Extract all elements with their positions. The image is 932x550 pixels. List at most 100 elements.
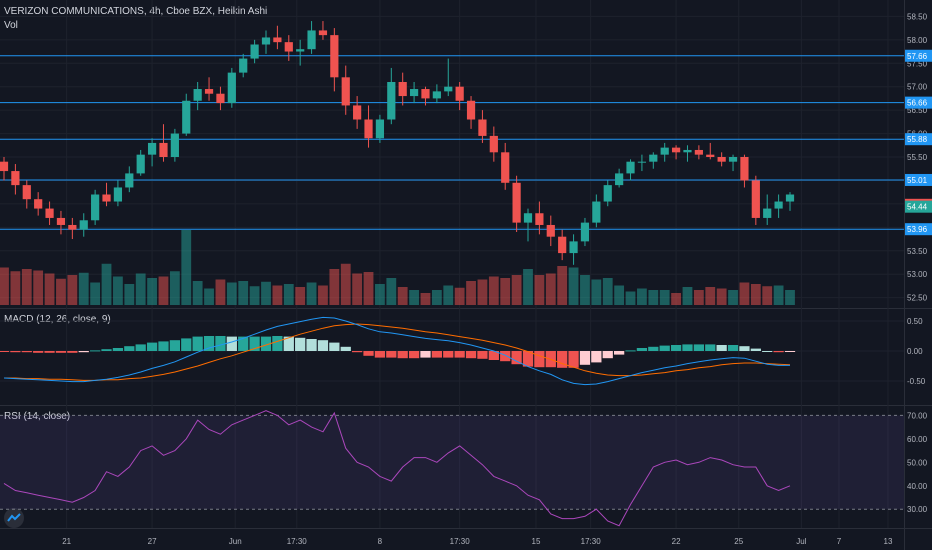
candle-body [751, 180, 760, 218]
volume-bar [340, 263, 351, 305]
candle-body [728, 157, 738, 162]
volume-bar [762, 286, 773, 305]
rsi-tick-label: 50.00 [907, 458, 928, 467]
macd-histogram-bar [329, 342, 340, 351]
price-tick-label: 57.00 [907, 83, 928, 92]
macd-histogram-bar [727, 345, 739, 351]
candle-body [489, 135, 498, 153]
interval-label[interactable]: 4h [149, 6, 161, 17]
volume-bar [78, 272, 89, 305]
candle-body [660, 147, 669, 155]
volume-bar [568, 267, 579, 305]
rsi-tick-label: 60.00 [907, 435, 928, 444]
candle-body [204, 89, 214, 94]
volume-bar [716, 288, 727, 305]
candle-body [170, 133, 179, 157]
volume-bar [192, 281, 203, 305]
candle-body [455, 86, 464, 101]
candle-body [580, 222, 590, 242]
volume-bar [124, 284, 135, 305]
candle-body [296, 49, 305, 52]
candle-body [466, 100, 476, 120]
candle-body [558, 236, 567, 254]
candle-body [683, 149, 692, 153]
candle-body [284, 42, 293, 52]
macd-histogram-bar [443, 351, 454, 358]
time-tick-label: 17:30 [581, 537, 602, 546]
volume-bar [44, 273, 55, 305]
macd-histogram-bar [295, 337, 306, 351]
volume-bar [135, 273, 146, 305]
price-badge-label: 57.66 [907, 52, 928, 61]
rsi-tick-label: 40.00 [907, 482, 928, 491]
volume-bar [386, 278, 397, 305]
volume-bar [557, 266, 568, 305]
price-tick-label: 58.00 [907, 36, 928, 45]
volume-bar [431, 290, 442, 305]
macd-histogram-bar [374, 351, 386, 358]
candle-body [307, 30, 316, 50]
candle-body [91, 194, 100, 221]
volume-bar [523, 269, 533, 305]
volume-bar [614, 285, 625, 305]
volume-bar [283, 284, 294, 305]
macd-tick-label: 0.00 [907, 347, 923, 356]
macd-histogram-bar [762, 351, 773, 352]
candle-body [706, 154, 715, 157]
candle-body [239, 58, 248, 73]
price-badge [905, 223, 932, 236]
price-tick-label: 53.00 [907, 270, 928, 279]
macd-histogram-bar [0, 351, 10, 352]
macd-histogram-bar [534, 351, 545, 368]
volume-bar [21, 269, 32, 305]
volume-bar [420, 293, 431, 305]
time-tick-label: 13 [884, 537, 893, 546]
macd-histogram-bar [568, 351, 579, 368]
volume-bar [545, 273, 556, 305]
header-sep: , [143, 6, 150, 17]
price-badge-label: 53.96 [907, 225, 928, 234]
price-badge-label: 55.01 [907, 176, 928, 185]
macd-tick-label: -0.50 [907, 377, 926, 386]
candle-body [774, 201, 783, 209]
tradingview-logo-icon[interactable] [4, 508, 24, 528]
macd-histogram-bar [260, 336, 272, 351]
macd-histogram-bar [67, 351, 78, 353]
candle-body [740, 157, 749, 181]
symbol-name[interactable]: VERIZON COMMUNICATIONS [4, 6, 144, 17]
time-tick-label: 25 [734, 537, 743, 546]
macd-histogram-bar [238, 336, 249, 351]
macd-histogram-bar [226, 336, 237, 351]
volume-bar [10, 271, 21, 305]
chart-style-label[interactable]: Heikin Ashi [217, 6, 268, 17]
macd-histogram-bar [272, 336, 283, 351]
volume-bar [671, 293, 681, 305]
candle-body [535, 213, 544, 225]
candle-body [250, 44, 259, 59]
candle-body [227, 72, 236, 104]
volume-bar [409, 290, 419, 305]
rsi-band [0, 415, 904, 510]
candle-body [68, 224, 77, 230]
macd-histogram-bar [454, 351, 465, 358]
macd-histogram-bar [192, 336, 203, 351]
volume-legend[interactable]: Vol [4, 20, 18, 31]
price-tick-label: 55.50 [907, 153, 928, 162]
volume-bar [158, 276, 169, 305]
volume-bar [454, 287, 465, 305]
time-tick-label: 8 [378, 537, 383, 546]
volume-bar [352, 273, 363, 305]
macd-histogram-bar [112, 348, 124, 351]
volume-bar [33, 270, 44, 305]
candle-body [478, 119, 487, 136]
candle-body [182, 100, 191, 134]
volume-bar [272, 285, 283, 305]
macd-histogram-bar [101, 349, 112, 351]
macd-legend[interactable]: MACD (12, 26, close, 9) [4, 314, 111, 325]
candle-body [45, 208, 54, 218]
candle-body [364, 119, 373, 139]
header-sep: , [212, 6, 218, 17]
rsi-legend[interactable]: RSI (14, close) [4, 411, 71, 422]
macd-histogram-bar [340, 346, 351, 351]
